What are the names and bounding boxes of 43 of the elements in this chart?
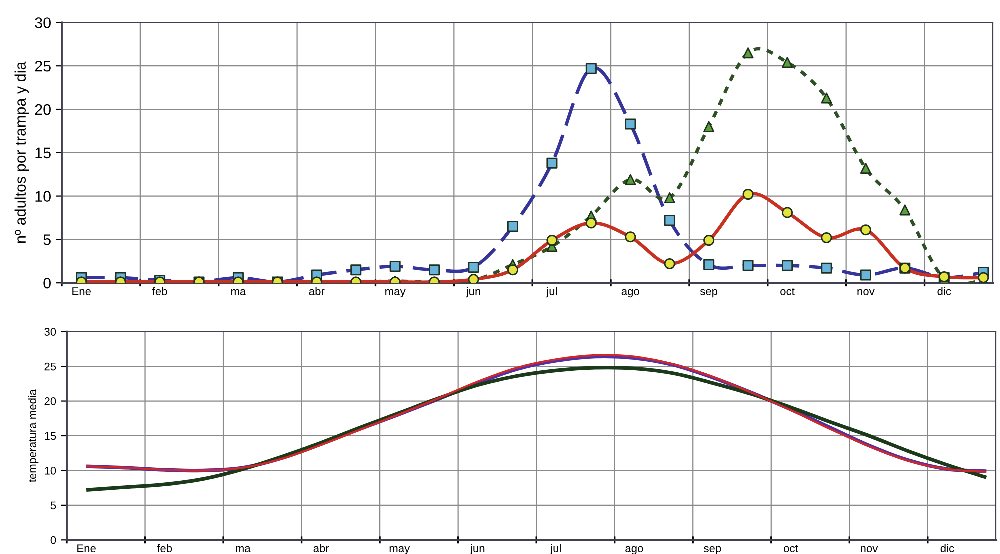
x-tick-label: dic <box>940 544 954 552</box>
x-tick-label: jun <box>466 287 480 298</box>
y-axis-title: nº adultos por trampa y dia <box>14 62 30 243</box>
x-tick-label: jul <box>546 287 558 298</box>
x-tick-label: ma <box>236 546 251 552</box>
x-tick-label: feb <box>152 287 168 296</box>
x-tick-label: dic <box>938 287 952 296</box>
y-tick-label: 20 <box>35 104 51 116</box>
point <box>664 192 676 204</box>
x-tick-label: feb <box>157 544 172 552</box>
y-tick-label: 30 <box>35 18 51 28</box>
y-tick-label: 15 <box>45 432 56 440</box>
x-tick-label: Ene <box>78 544 96 552</box>
x-tick-label: may <box>386 289 406 298</box>
y-tick-label: 15 <box>36 148 51 159</box>
x-tick-label: nov <box>858 289 875 296</box>
point <box>704 121 715 132</box>
y-tick-label: 10 <box>45 466 56 475</box>
y-tick-label: 0 <box>50 536 56 544</box>
x-tick-label: oct <box>780 288 795 296</box>
x-tick-label: sep <box>700 289 718 298</box>
y-tick-label: 10 <box>36 191 51 202</box>
point <box>900 204 911 216</box>
x-tick-label: ago <box>622 289 640 298</box>
x-tick-label: ma <box>231 289 246 296</box>
y-tick-label: 5 <box>44 234 51 246</box>
point <box>860 163 872 174</box>
y-tick-label: 5 <box>50 502 56 510</box>
x-tick-label: abr <box>309 287 325 296</box>
y-tick-label: 0 <box>44 278 51 289</box>
point <box>821 92 832 104</box>
x-tick-label: oct <box>784 545 798 552</box>
point <box>782 57 794 68</box>
x-tick-label: abr <box>314 544 330 552</box>
y-tick-label: 20 <box>44 398 56 406</box>
point <box>625 174 636 186</box>
x-tick-label: nov <box>860 546 878 552</box>
point <box>742 48 754 59</box>
y-tick-label: 25 <box>44 362 56 371</box>
y-tick-label: 25 <box>35 60 51 72</box>
y-tick-label: 30 <box>44 328 56 336</box>
x-tick-label: Ene <box>72 288 91 296</box>
y-axis-title: temperatura media <box>28 389 39 482</box>
